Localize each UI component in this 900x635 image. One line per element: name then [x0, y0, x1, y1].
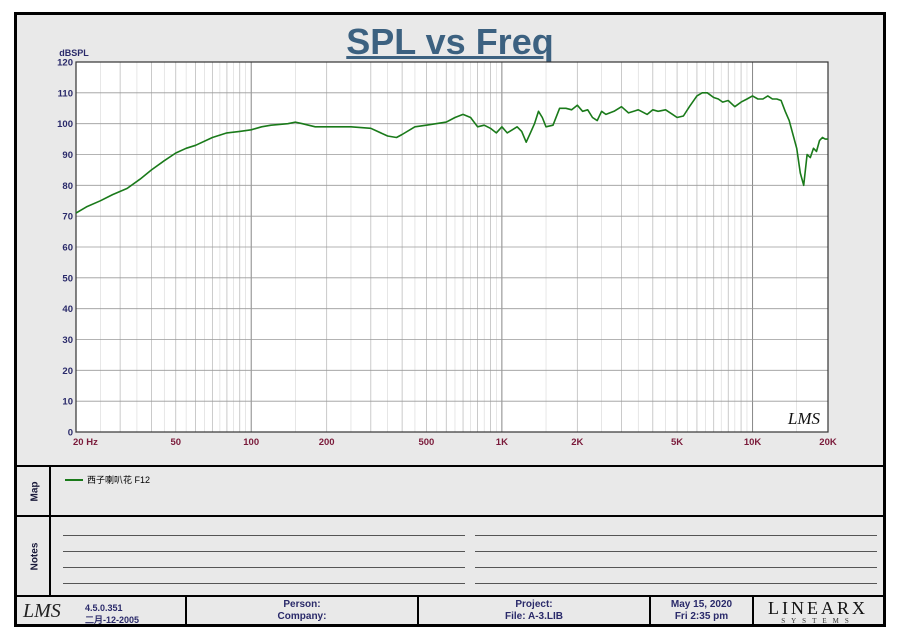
footer-divider: [752, 595, 754, 627]
report-frame: SPL vs Freq 0 10 20 30 40 50 60 70 80 90 100 110 120…: [14, 12, 886, 627]
file-label: File: A-3.LIB: [505, 611, 563, 622]
person-label: Person:: [283, 599, 321, 610]
version-number: 4.5.0.351: [85, 603, 123, 613]
map-label: Map: [29, 481, 41, 501]
lms-watermark: LMS: [787, 409, 821, 428]
report-time: Fri 2:35 pm: [674, 611, 729, 622]
project-label: Project:: [515, 599, 553, 610]
y-tick-label: 100: [57, 119, 73, 130]
label-column-divider: [49, 465, 51, 595]
x-tick-label: 10K: [744, 437, 762, 448]
footer-divider: [417, 595, 419, 627]
linearx-logo: LINEARX SYSTEMS: [754, 599, 882, 626]
y-tick-label: 90: [62, 150, 73, 161]
y-axis-label: dBSPL: [59, 48, 89, 58]
project-cell: Project: File: A-3.LIB: [419, 599, 649, 627]
y-tick-label: 10: [62, 397, 73, 408]
report-date: May 15, 2020: [670, 599, 733, 610]
x-tick-label: 5K: [671, 437, 683, 448]
version-info: 4.5.0.351 二月-12-2005: [85, 602, 139, 626]
legend-swatch: [65, 478, 83, 481]
y-tick-label: 60: [62, 243, 73, 254]
x-tick-label: 20K: [819, 437, 837, 448]
divider-map-top: [17, 465, 883, 467]
footer-divider: [185, 595, 187, 627]
y-tick-label: 30: [62, 335, 73, 346]
x-tick-label: 100: [243, 437, 259, 448]
x-tick-label: 2K: [571, 437, 583, 448]
build-date: 二月-12-2005: [85, 615, 140, 625]
x-tick-label: 500: [418, 437, 434, 448]
notes-line: [63, 583, 465, 584]
linearx-tagline: SYSTEMS: [781, 617, 855, 625]
y-tick-label: 50: [62, 273, 73, 284]
x-tick-label: 1K: [496, 437, 508, 448]
notes-line: [475, 583, 877, 584]
lms-logo: LMS: [23, 600, 61, 622]
date-cell: May 15, 2020 Fri 2:35 pm: [651, 599, 752, 627]
notes-line: [63, 535, 465, 536]
linearx-brand: LINEARX: [768, 598, 868, 618]
y-tick-label: 20: [62, 366, 73, 377]
y-tick-label: 40: [62, 304, 73, 315]
divider-footer-top: [17, 595, 883, 597]
notes-line: [475, 551, 877, 552]
y-tick-label: 80: [62, 181, 73, 192]
notes-line: [475, 567, 877, 568]
x-tick-label: 50: [170, 437, 181, 448]
y-tick-label: 110: [58, 88, 73, 99]
chart-title: SPL vs Freq: [346, 21, 554, 62]
divider-notes-top: [17, 515, 883, 517]
plot-border: [75, 61, 829, 433]
notes-line: [63, 567, 465, 568]
legend: 西子喇叭花 F12: [65, 473, 150, 486]
series-line-spl: [75, 92, 828, 214]
person-company-cell: Person: Company:: [187, 599, 417, 627]
company-label: Company:: [277, 611, 327, 622]
legend-series-name: 西子喇叭花 F12: [87, 475, 151, 485]
spl-chart: 0 10 20 30 40 50 60 70 80 90 100 110 120 20 Hz 50 100 20…: [57, 48, 837, 448]
notes-line: [475, 535, 877, 536]
x-tick-label: 200: [319, 437, 335, 448]
y-tick-label: 120: [57, 58, 73, 69]
y-tick-label: 70: [62, 212, 73, 223]
notes-label: Notes: [29, 542, 41, 570]
footer-divider: [649, 595, 651, 627]
y-tick-label: 0: [68, 428, 73, 439]
notes-line: [63, 551, 465, 552]
x-tick-label: 20 Hz: [73, 437, 98, 448]
